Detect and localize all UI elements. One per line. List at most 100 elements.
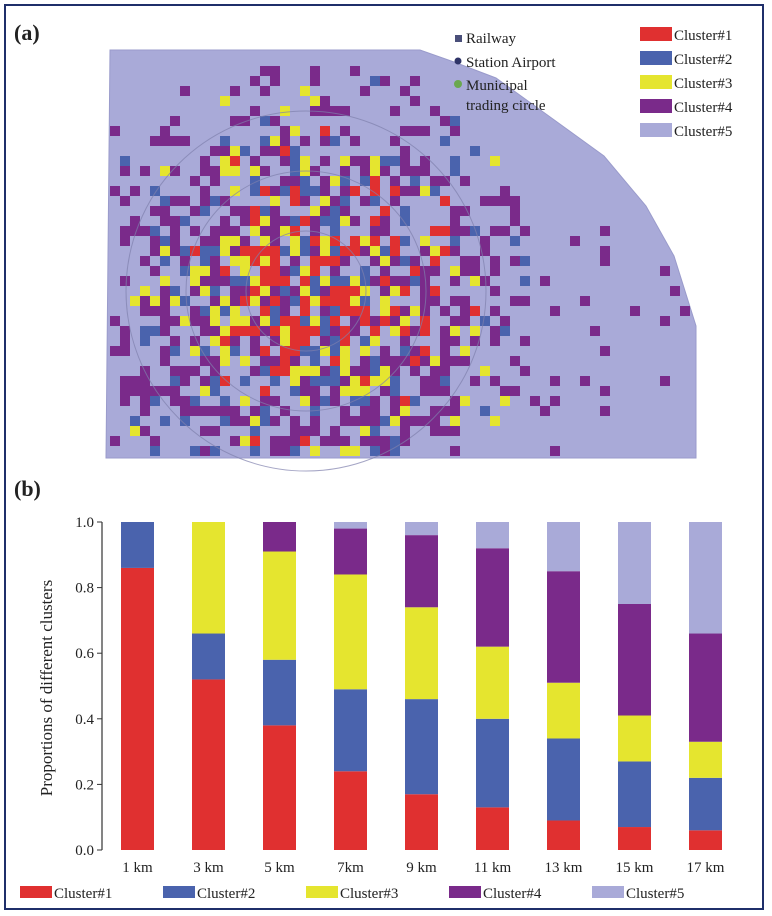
map-cell <box>190 176 200 186</box>
y-tick-label: 0.0 <box>75 843 94 859</box>
map-cell <box>260 296 270 306</box>
map-cell <box>270 436 280 446</box>
bar-segment <box>689 830 722 850</box>
map-cell <box>520 336 530 346</box>
map-cell <box>150 446 160 456</box>
map-cell <box>170 386 180 396</box>
map-cell <box>500 186 510 196</box>
map-cell <box>280 246 290 256</box>
map-cell <box>220 266 230 276</box>
map-cell <box>330 226 340 236</box>
map-cell <box>360 166 370 176</box>
map-cell <box>230 206 240 216</box>
map-cell <box>360 306 370 316</box>
map-cell <box>170 376 180 386</box>
legend-swatch-cluster2 <box>640 51 672 65</box>
map-cell <box>400 236 410 246</box>
map-cell <box>220 336 230 346</box>
map-cell <box>330 236 340 246</box>
legend-swatch <box>449 886 481 898</box>
bar-segment <box>689 741 722 778</box>
x-tick-label: 15 km <box>616 860 654 876</box>
map-cell <box>250 216 260 226</box>
map-cell <box>130 376 140 386</box>
map-cell <box>240 296 250 306</box>
map-cell <box>370 356 380 366</box>
map-cell <box>260 366 270 376</box>
map-cell <box>330 436 340 446</box>
map-cell <box>430 176 440 186</box>
map-cell <box>340 416 350 426</box>
map-cell <box>310 186 320 196</box>
map-cell <box>310 226 320 236</box>
map-cell <box>160 126 170 136</box>
map-cell <box>320 316 330 326</box>
map-cell <box>380 216 390 226</box>
map-cell <box>160 236 170 246</box>
map-cell <box>290 416 300 426</box>
map-cell <box>360 426 370 436</box>
map-cell <box>450 316 460 326</box>
map-cell <box>440 246 450 256</box>
map-cell <box>110 126 120 136</box>
x-tick-label: 9 km <box>406 860 437 876</box>
map-cell <box>400 426 410 436</box>
map-cell <box>430 286 440 296</box>
map-cell <box>460 256 470 266</box>
map-cell <box>410 126 420 136</box>
map-cell <box>170 166 180 176</box>
map-cell <box>210 296 220 306</box>
map-cell <box>250 166 260 176</box>
map-cell <box>230 166 240 176</box>
map-cell <box>370 396 380 406</box>
map-cell <box>510 196 520 206</box>
map-cell <box>190 346 200 356</box>
map-cell <box>310 396 320 406</box>
map-cell <box>430 106 440 116</box>
map-cell <box>360 376 370 386</box>
map-cell <box>410 346 420 356</box>
map-cell <box>220 196 230 206</box>
map-cell <box>140 406 150 416</box>
y-tick-label: 0.6 <box>75 646 94 662</box>
legend-cluster1: Cluster#1 <box>674 28 732 44</box>
chart-legend: Cluster#1 Cluster#2 Cluster#3 Cluster#4 Clus… <box>20 886 684 902</box>
bar-segment <box>334 522 367 529</box>
map-cell <box>250 226 260 236</box>
legend-swatch <box>20 886 52 898</box>
map-cell <box>400 86 410 96</box>
map-cell <box>240 246 250 256</box>
map-cell <box>420 236 430 246</box>
map-cell <box>220 226 230 236</box>
map-cell <box>340 446 350 456</box>
map-cell <box>260 266 270 276</box>
map-cell <box>240 116 250 126</box>
map-cell <box>460 206 470 216</box>
map-cell <box>300 156 310 166</box>
map-cell <box>130 216 140 226</box>
map-cell <box>370 216 380 226</box>
map-cell <box>430 416 440 426</box>
map-cell <box>450 326 460 336</box>
map-cell <box>170 216 180 226</box>
map-cell <box>310 256 320 266</box>
map-cell <box>220 246 230 256</box>
map-cell <box>230 336 240 346</box>
map-cell <box>320 206 330 216</box>
map-cell <box>450 276 460 286</box>
map-cell <box>230 156 240 166</box>
map-cell <box>220 356 230 366</box>
map-cell <box>410 276 420 286</box>
map-cell <box>150 436 160 446</box>
map-cell <box>310 236 320 246</box>
map-cell <box>270 336 280 346</box>
map-cell <box>290 176 300 186</box>
map-cell <box>240 266 250 276</box>
map-cell <box>660 316 670 326</box>
map-cell <box>160 136 170 146</box>
map-cell <box>430 246 440 256</box>
bars <box>121 522 722 850</box>
map-cell <box>350 276 360 286</box>
map-cell <box>180 196 190 206</box>
map-cell <box>330 256 340 266</box>
